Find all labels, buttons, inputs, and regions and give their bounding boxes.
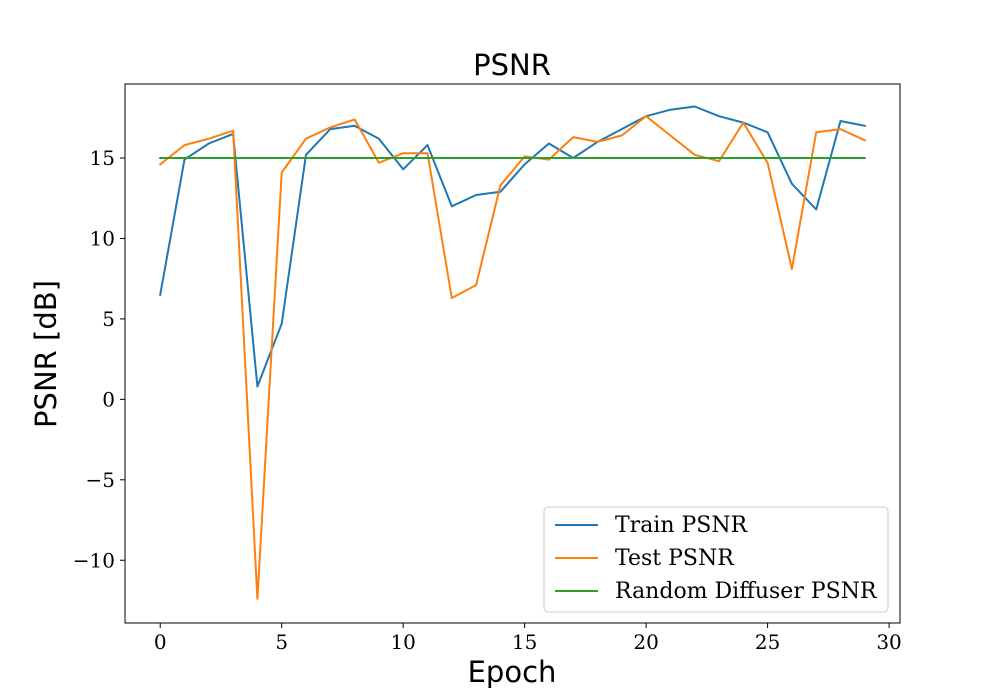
- y-tick-label: −5: [86, 468, 115, 492]
- legend: Train PSNR Test PSNR Random Diffuser PSNR: [543, 506, 889, 613]
- x-axis-label: Epoch: [468, 655, 557, 689]
- y-tick-label: 15: [90, 146, 115, 170]
- y-axis-label: PSNR [dB]: [29, 280, 63, 428]
- y-tick-label: −10: [73, 548, 115, 572]
- x-tick-label: 20: [633, 630, 658, 654]
- x-tick-label: 5: [275, 630, 288, 654]
- legend-label-1: Test PSNR: [615, 546, 735, 571]
- series-line-1: [158, 115, 867, 600]
- x-tick-label: 15: [512, 630, 537, 654]
- x-tick-label: 10: [390, 630, 415, 654]
- legend-label-0: Train PSNR: [615, 513, 749, 538]
- x-tick-label: 30: [876, 630, 901, 654]
- plot-area: 0 5 10 15 20 25 30 −10 −5 0 5 10 15: [73, 83, 902, 654]
- y-tick-label: 10: [90, 226, 115, 250]
- legend-box: [543, 506, 889, 613]
- chart-title: PSNR: [473, 48, 551, 82]
- y-tick-label: 0: [102, 387, 115, 411]
- x-tick-label: 0: [154, 630, 167, 654]
- legend-label-2: Random Diffuser PSNR: [615, 579, 878, 604]
- y-tick-label: 5: [102, 307, 115, 331]
- plot-frame: [124, 83, 901, 624]
- series-line-0: [159, 105, 866, 388]
- x-tick-label: 25: [755, 630, 780, 654]
